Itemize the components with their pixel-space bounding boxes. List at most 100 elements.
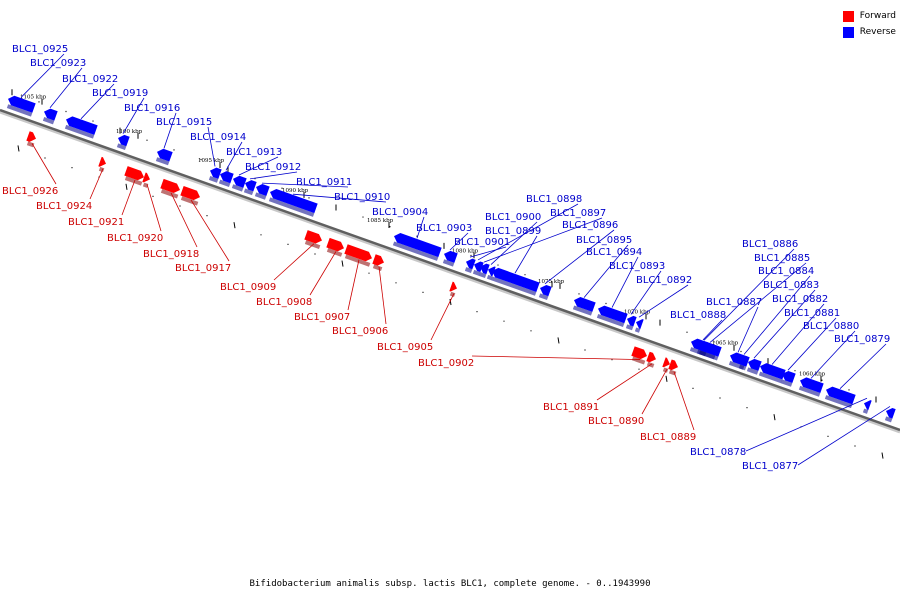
gene-label: BLC1_0917 <box>175 263 231 274</box>
gene-arrow <box>219 171 234 184</box>
gene-label-leader <box>207 126 216 167</box>
gene-label: BLC1_0881 <box>784 308 840 319</box>
gene-arrow <box>573 297 596 312</box>
gene-BLC1_0919 <box>116 134 130 150</box>
gene-label: BLC1_0908 <box>256 297 312 308</box>
gene-label-leader <box>309 251 337 296</box>
gene-label: BLC1_0922 <box>62 74 118 85</box>
gene-arrow-shadow <box>634 327 641 333</box>
legend: Forward Reverse <box>842 8 896 40</box>
gene-label: BLC1_0882 <box>772 294 828 305</box>
gene-arrow-shadow <box>116 143 127 150</box>
gene-BLC1_0878 <box>862 400 872 414</box>
gene-label-leader <box>630 270 662 315</box>
scale-tick-label: 1090 kbp <box>282 188 309 194</box>
gene-label-leader <box>771 303 825 365</box>
gene-arrow <box>781 371 796 384</box>
forward-swatch <box>842 10 854 22</box>
gene-arrow-shadow <box>538 293 549 301</box>
gene-label-leader <box>347 259 360 311</box>
gene-label-leader <box>449 232 469 251</box>
gene-BLC1_0902 <box>631 346 647 365</box>
gene-arrow <box>662 357 671 368</box>
gene-BLC1_0903 <box>442 250 458 267</box>
gene-arrow <box>66 116 98 135</box>
gene-label-leader <box>490 221 538 265</box>
gene-BLC1_0895 <box>572 297 596 316</box>
gene-arrow-shadow <box>625 324 634 331</box>
gene-arrow-shadow <box>862 408 869 414</box>
gene-label-leader <box>753 289 816 359</box>
gene-label-leader <box>469 246 507 258</box>
gene-arrow-shadow <box>728 360 745 370</box>
gene-arrow <box>885 407 896 419</box>
gene-BLC1_0917 <box>180 186 200 206</box>
gene-BLC1_0893 <box>625 315 637 331</box>
gene-label: BLC1_0894 <box>586 247 642 258</box>
gene-label-leader <box>514 235 538 274</box>
gene-arrow-shadow <box>243 188 254 196</box>
gene-label-leader <box>89 168 104 200</box>
gene-arrow <box>304 230 322 244</box>
gene-label: BLC1_0885 <box>754 253 810 264</box>
gene-arrow <box>117 134 130 147</box>
gene-arrow-shadow <box>392 241 439 261</box>
gene-label: BLC1_0884 <box>758 266 814 277</box>
gene-arrow-shadow <box>268 197 315 217</box>
gene-label: BLC1_0911 <box>296 177 352 188</box>
scale-tick-label: 1085 kbp <box>367 218 394 224</box>
gene-arrow-shadow <box>155 157 170 166</box>
gene-BLC1_0891 <box>646 351 657 368</box>
gene-label: BLC1_0891 <box>543 402 599 413</box>
gene-BLC1_0912 <box>243 180 257 196</box>
gene-BLC1_0887 <box>728 352 748 370</box>
gene-arrow-shadow <box>142 182 149 188</box>
gene-BLC1_0881 <box>780 371 796 387</box>
reverse-swatch <box>842 26 854 38</box>
gene-BLC1_0908 <box>326 237 344 257</box>
gene-arrow-shadow <box>662 367 669 373</box>
gene-label-leader <box>611 256 639 308</box>
forward-grid-tick <box>233 222 236 229</box>
gene-BLC1_0913 <box>231 175 247 192</box>
gene-arrow-shadow <box>254 192 267 200</box>
gene-arrow <box>7 95 36 113</box>
gene-label: BLC1_0888 <box>670 310 726 321</box>
gene-label: BLC1_0898 <box>526 194 582 205</box>
gene-BLC1_0892 <box>634 319 644 333</box>
gene-label: BLC1_0907 <box>294 312 350 323</box>
gene-arrow-shadow <box>208 176 219 183</box>
scale-tick-label: 1060 kbp <box>799 372 826 378</box>
gene-BLC1_0882 <box>758 363 786 384</box>
gene-arrow <box>759 363 786 380</box>
gene-label-leader <box>839 343 887 389</box>
gene-label-leader <box>49 67 83 109</box>
gene-BLC1_0900 <box>486 266 496 281</box>
gene-label: BLC1_0918 <box>143 249 199 260</box>
gene-BLC1_0906 <box>372 254 385 272</box>
gene-label-leader <box>743 275 811 355</box>
gene-arrow <box>255 183 270 196</box>
gene-arrow-shadow <box>824 395 853 409</box>
gene-BLC1_0898 <box>472 261 484 276</box>
gene-BLC1_0888 <box>696 341 710 357</box>
gene-arrow-shadow <box>344 254 371 267</box>
gene-label: BLC1_0877 <box>742 461 798 472</box>
gene-label: BLC1_0926 <box>2 186 58 197</box>
gene-label-leader <box>80 83 115 120</box>
genome-caption: Bifidobacterium animalis subsp. lactis B… <box>249 579 651 589</box>
gene-arrow <box>465 258 476 270</box>
gene-BLC1_0921 <box>124 166 144 186</box>
gene-BLC1_0897 <box>478 263 490 278</box>
scale-tick-label: 1065 kbp <box>712 341 739 347</box>
gene-arrow-shadow <box>442 259 455 267</box>
gene-arrow <box>269 188 318 214</box>
gene-BLC1_0920 <box>142 172 151 188</box>
gene-arrow <box>26 131 37 142</box>
gene-BLC1_0896 <box>538 284 552 301</box>
gene-arrow-shadow <box>449 291 456 297</box>
forward-grid-tick <box>125 183 128 190</box>
gene-arrow <box>491 267 540 292</box>
gene-arrow-shadow <box>372 264 383 272</box>
gene-BLC1_0899 <box>490 267 540 296</box>
